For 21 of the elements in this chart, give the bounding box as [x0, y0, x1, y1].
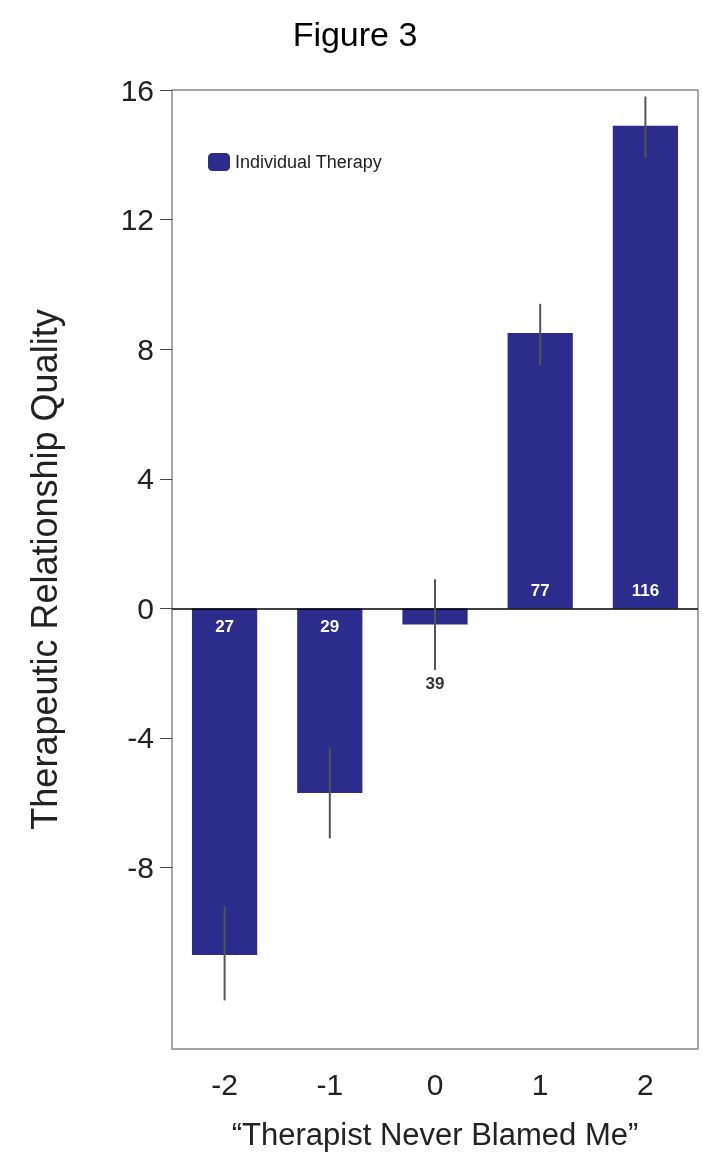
y-tick-label: 16 — [120, 73, 154, 107]
annotation: 39 — [425, 674, 445, 694]
y-tick-label: 12 — [120, 203, 154, 237]
annotation: 29 — [320, 616, 340, 636]
x-tick-label: 0 — [426, 1067, 444, 1101]
x-tick-label: 2 — [637, 1067, 654, 1101]
y-tick-label: 8 — [137, 332, 154, 366]
y-tick-label: -8 — [127, 851, 154, 885]
annotation: 116 — [631, 580, 660, 600]
y-axis-title: Therapeutic Relationship Quality — [23, 309, 65, 830]
x-tick-label: 1 — [531, 1067, 549, 1101]
annotation: 27 — [215, 616, 235, 636]
legend-label: Individual Therapy — [235, 152, 382, 172]
y-tick-label: -4 — [127, 721, 154, 755]
y-tick-label: 0 — [137, 591, 154, 625]
x-tick-label: -2 — [211, 1067, 238, 1101]
x-tick-label: -1 — [316, 1067, 344, 1101]
y-tick-label: 4 — [137, 462, 154, 496]
chart-title: Figure 3 — [292, 15, 418, 53]
annotation: 77 — [530, 580, 550, 600]
x-axis-title: “Therapist Never Blamed Me” — [231, 1117, 639, 1152]
